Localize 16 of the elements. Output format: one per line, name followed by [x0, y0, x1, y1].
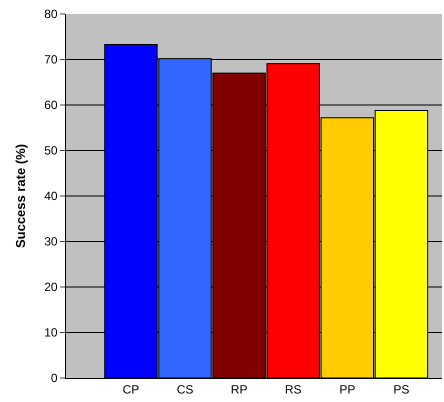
y-tick-label: 40 — [44, 189, 58, 204]
y-axis-title: Success rate (%) — [13, 144, 28, 248]
y-tick-label: 0 — [50, 371, 58, 386]
y-tick-label: 10 — [44, 326, 58, 340]
y-tick-label: 60 — [44, 98, 58, 112]
x-tick-label: RS — [284, 382, 302, 396]
y-tick-label: 50 — [44, 144, 58, 158]
x-tick-label: CS — [176, 382, 194, 396]
y-tick-label: 80 — [44, 7, 58, 22]
x-tick-label: PP — [339, 382, 356, 396]
y-tick-label: 20 — [44, 280, 58, 294]
x-tick-label: CP — [122, 382, 140, 396]
y-tick-label: 30 — [44, 234, 58, 249]
y-tick-label: 70 — [44, 52, 58, 67]
x-tick-label: RP — [230, 382, 248, 396]
x-tick-label: PS — [393, 382, 410, 396]
